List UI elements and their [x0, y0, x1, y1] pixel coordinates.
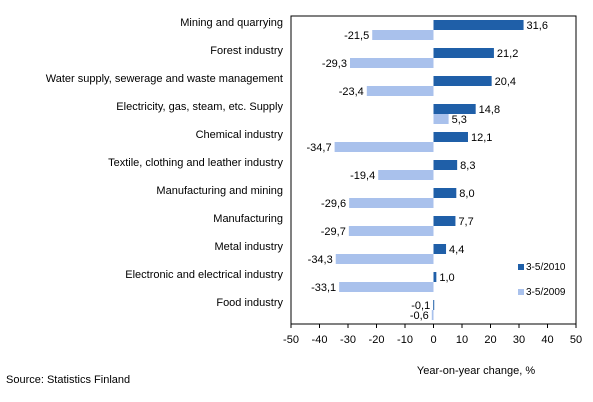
bar: [433, 76, 492, 86]
bar: [433, 272, 437, 282]
data-label: 14,8: [479, 104, 500, 116]
legend-swatch: [518, 289, 524, 295]
x-tick-label: -30: [340, 334, 356, 346]
data-label: -29,7: [321, 226, 346, 238]
category-labels: Mining and quarrying Forest industry Water…: [46, 17, 284, 309]
bar: [335, 254, 434, 264]
data-label: 4,4: [449, 244, 464, 256]
category-label: Water supply, sewerage and waste managem…: [46, 73, 283, 85]
data-label: 20,4: [495, 76, 516, 88]
x-tick-label: -20: [369, 334, 385, 346]
category-label: Electronic and electrical industry: [125, 269, 283, 281]
bar: [433, 188, 457, 198]
category-label: Metal industry: [215, 241, 284, 253]
bar: [339, 282, 434, 292]
category-label: Manufacturing and mining: [156, 185, 283, 197]
bar: [334, 142, 434, 152]
legend-swatch: [518, 264, 524, 270]
x-tick-label: 0: [430, 334, 436, 346]
data-label: -29,6: [321, 198, 346, 210]
data-label: -21,5: [344, 30, 369, 42]
category-label: Mining and quarrying: [180, 17, 283, 29]
data-label: 8,0: [459, 188, 474, 200]
bar: [366, 86, 434, 96]
data-label: -33,1: [311, 282, 336, 294]
bars: [334, 20, 524, 320]
bar: [433, 300, 435, 310]
data-label: -0,6: [410, 310, 429, 322]
bar: [431, 310, 434, 320]
category-label: Chemical industry: [196, 129, 284, 141]
bar: [433, 104, 476, 114]
data-label: 7,7: [458, 216, 473, 228]
bar: [378, 170, 434, 180]
category-label: Food industry: [216, 297, 283, 309]
data-label: -34,3: [308, 254, 333, 266]
x-tick-label: -40: [312, 334, 328, 346]
x-tick-label: 40: [541, 334, 553, 346]
legend: 3-5/2010 3-5/2009: [518, 262, 566, 298]
data-label: 31,6: [527, 20, 548, 32]
x-tick-label: 50: [570, 334, 582, 346]
bar: [433, 244, 447, 254]
x-tick-label: 30: [513, 334, 525, 346]
x-axis-label: Year-on-year change, %: [417, 365, 535, 377]
bar: [433, 20, 524, 30]
x-tick-label: 10: [456, 334, 468, 346]
bar: [349, 198, 434, 208]
data-label: -19,4: [350, 170, 375, 182]
bar: [433, 114, 449, 124]
x-tick-label: 20: [484, 334, 496, 346]
data-labels: 31,6 -21,5 21,2 -29,3 20,4 -23,4 14,8 5,3 12,1 -3…: [307, 20, 548, 322]
legend-label: 3-5/2009: [526, 287, 566, 298]
x-tick-label: -10: [397, 334, 413, 346]
bar: [433, 132, 468, 142]
bar: [433, 216, 456, 226]
bar: [349, 58, 434, 68]
data-label: 5,3: [452, 114, 467, 126]
data-label: 8,3: [460, 160, 475, 172]
bar: [348, 226, 434, 236]
data-label: -0,1: [411, 300, 430, 312]
data-label: -29,3: [322, 58, 347, 70]
bar: [433, 48, 494, 58]
source-note: Source: Statistics Finland: [6, 374, 131, 386]
data-label: 12,1: [471, 132, 492, 144]
bar: [433, 160, 458, 170]
data-label: 21,2: [497, 48, 518, 60]
bar: [372, 30, 434, 40]
x-tick-label: -50: [283, 334, 299, 346]
data-label: -34,7: [307, 142, 332, 154]
category-label: Manufacturing: [213, 213, 283, 225]
data-label: -23,4: [339, 86, 364, 98]
category-label: Electricity, gas, steam, etc. Supply: [116, 101, 283, 113]
category-label: Forest industry: [210, 45, 283, 57]
legend-label: 3-5/2010: [526, 262, 566, 273]
x-axis: -50 -40 -30 -20 -10 0 10 20 30 40 50: [283, 324, 582, 346]
category-label: Textile, clothing and leather industry: [108, 157, 283, 169]
data-label: 1,0: [439, 272, 454, 284]
